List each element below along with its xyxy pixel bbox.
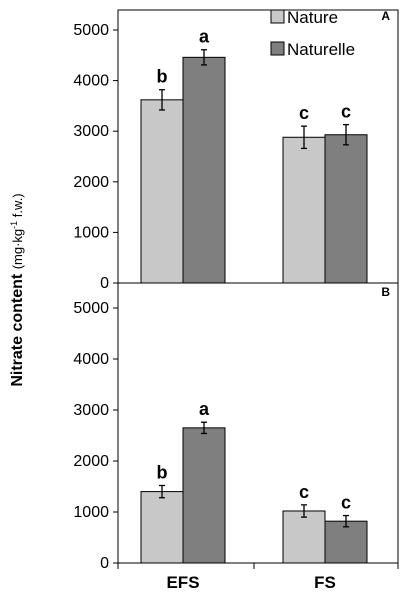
y-axis-title-unit: (mg·kg: [10, 229, 25, 269]
y-tick-label: 5000: [73, 22, 109, 39]
y-tick-label: 4000: [73, 351, 109, 368]
significance-letter: c: [299, 482, 309, 502]
y-tick-label: 2000: [73, 453, 109, 470]
y-tick-label: 0: [100, 275, 109, 292]
y-tick-label: 3000: [73, 123, 109, 140]
significance-letter: b: [157, 67, 168, 87]
y-tick-label: 3000: [73, 402, 109, 419]
bar: [182, 427, 226, 564]
x-axis-categories: EFS FS: [117, 563, 399, 592]
legend-label: Nature: [287, 8, 338, 27]
panel-label: B: [381, 285, 390, 299]
bar: [324, 134, 368, 284]
bar: [324, 520, 368, 564]
panel-a: 0 1000 2000 3000 4000 5000 b a c c A: [73, 9, 399, 292]
panel-frame: [117, 282, 399, 564]
significance-letter: c: [341, 102, 351, 122]
y-tick-label: 5000: [73, 300, 109, 317]
significance-letter: b: [157, 462, 168, 482]
significance-letter: a: [199, 27, 210, 47]
bar: [282, 136, 326, 284]
y-axis-title: Nitrate content (mg·kg-1 f.w.): [9, 193, 26, 386]
y-tick-label: 4000: [73, 73, 109, 90]
bar: [182, 56, 226, 284]
legend-swatch: [270, 9, 285, 24]
y-tick-label: 0: [100, 555, 109, 572]
x-category-label: EFS: [166, 573, 199, 592]
legend: Nature Naturelle: [270, 8, 355, 59]
y-axis-title-main: Nitrate content: [9, 273, 26, 387]
x-category-label: FS: [314, 573, 336, 592]
y-tick-label: 1000: [73, 224, 109, 241]
legend-label: Naturelle: [287, 40, 355, 59]
significance-letter: c: [299, 103, 309, 123]
legend-swatch: [270, 41, 285, 56]
bar: [140, 491, 184, 564]
y-axis-title-unit-sup: -1: [9, 221, 19, 229]
significance-letter: a: [199, 399, 210, 419]
panel-b: 0 1000 2000 3000 4000 5000 b a c c B: [73, 282, 399, 572]
y-axis-title-unit-tail: f.w.): [10, 193, 25, 220]
significance-letter: c: [341, 493, 351, 513]
y-tick-label: 2000: [73, 174, 109, 191]
bar: [140, 99, 184, 284]
panel-label: A: [381, 9, 390, 23]
y-tick-label: 1000: [73, 504, 109, 521]
bar: [282, 510, 326, 564]
